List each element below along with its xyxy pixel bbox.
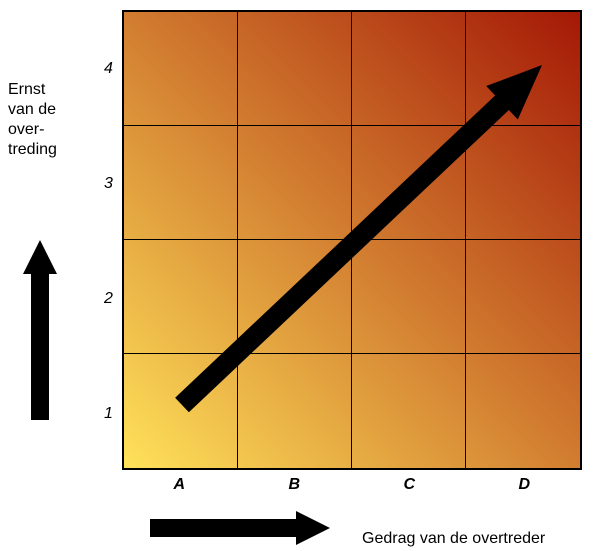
matrix-cell bbox=[352, 12, 466, 126]
y-tick-label: 2 bbox=[104, 290, 113, 308]
matrix-cell bbox=[352, 354, 466, 468]
x-tick-label: C bbox=[404, 476, 416, 494]
matrix-cell bbox=[352, 126, 466, 240]
matrix-cell bbox=[124, 240, 238, 354]
y-axis-title-line: van de bbox=[8, 100, 57, 120]
y-tick-label: 1 bbox=[104, 405, 113, 423]
matrix-cell bbox=[238, 240, 352, 354]
matrix-cell bbox=[238, 126, 352, 240]
matrix-cell bbox=[124, 126, 238, 240]
y-tick-label: 3 bbox=[104, 175, 113, 193]
matrix-cell bbox=[238, 12, 352, 126]
matrix-cell bbox=[238, 354, 352, 468]
y-axis-title-line: treding bbox=[8, 140, 57, 160]
matrix-cell bbox=[466, 240, 580, 354]
y-tick-label: 4 bbox=[104, 60, 113, 78]
matrix-cell bbox=[124, 12, 238, 126]
risk-matrix-diagram: Ernstvan deover-treding 4 3 2 1 A B C D Gedrag… bbox=[0, 0, 595, 551]
matrix-grid bbox=[122, 10, 582, 470]
matrix-cell bbox=[466, 126, 580, 240]
x-tick-label: D bbox=[519, 476, 531, 494]
matrix-cell bbox=[466, 354, 580, 468]
y-axis-title: Ernstvan deover-treding bbox=[8, 80, 57, 160]
matrix-cell bbox=[124, 354, 238, 468]
y-axis-arrow bbox=[23, 240, 57, 420]
matrix-cell bbox=[352, 240, 466, 354]
x-axis-arrow bbox=[150, 511, 330, 545]
x-tick-label: A bbox=[174, 476, 186, 494]
x-tick-label: B bbox=[289, 476, 301, 494]
y-axis-title-line: Ernst bbox=[8, 80, 57, 100]
x-axis-title: Gedrag van de overtreder bbox=[362, 530, 545, 548]
matrix-cell bbox=[466, 12, 580, 126]
y-axis-title-line: over- bbox=[8, 120, 57, 140]
